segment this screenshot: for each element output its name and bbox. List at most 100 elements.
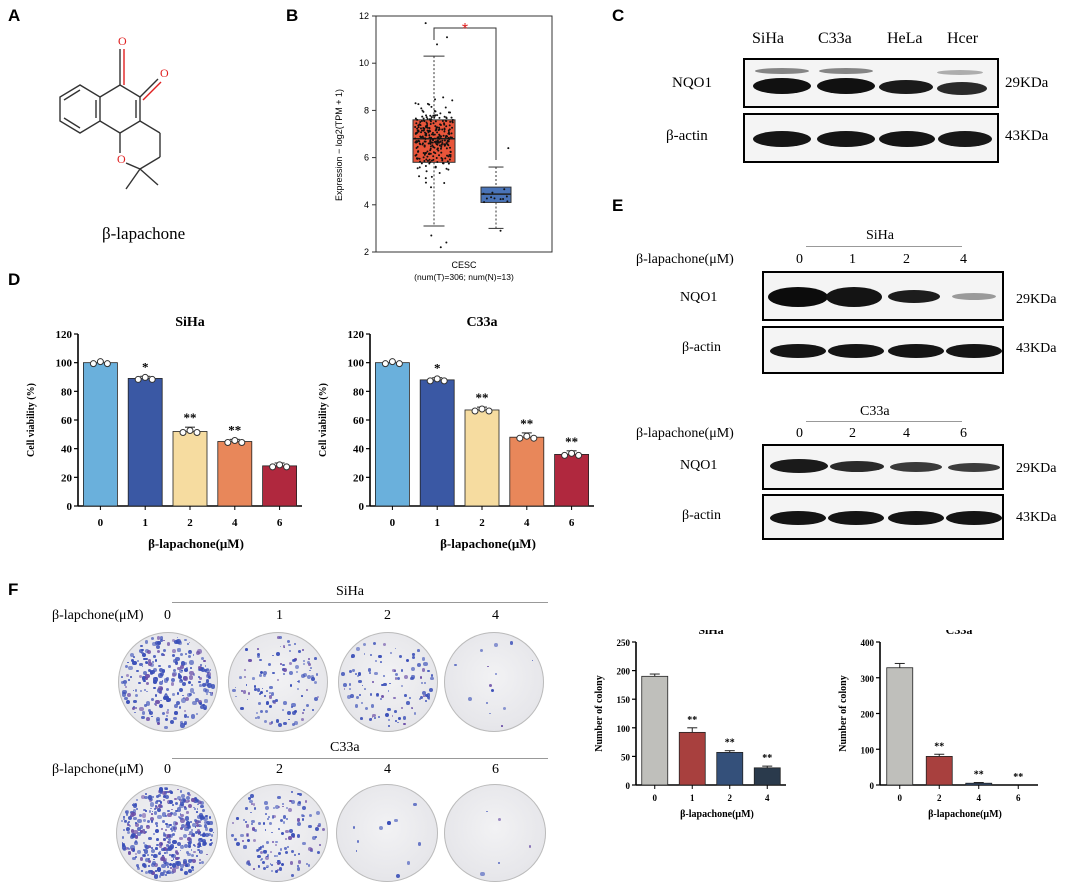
data-point — [449, 146, 452, 149]
data-point — [441, 120, 444, 123]
colony-spot — [125, 674, 130, 678]
colony-spot — [387, 689, 390, 692]
colony-spot — [427, 669, 430, 673]
colony-spot — [177, 841, 181, 846]
colony-spot — [255, 717, 258, 720]
data-point — [439, 147, 442, 150]
colony-spot — [127, 679, 130, 682]
colony-spot — [243, 845, 247, 849]
colony-spot — [167, 841, 171, 845]
colony-spot — [127, 847, 131, 850]
colony-spot — [138, 681, 141, 685]
colony-spot — [160, 827, 163, 830]
colony-spot — [403, 693, 407, 697]
colony-spot — [177, 788, 179, 791]
colony-spot — [302, 806, 306, 811]
data-point — [424, 137, 427, 140]
colony-spot — [199, 833, 203, 837]
data-point — [503, 188, 506, 191]
colony-spot — [378, 825, 383, 830]
colony-spot — [182, 861, 188, 867]
colony-spot — [136, 798, 139, 801]
colony-spot — [424, 694, 428, 697]
colony-spot — [164, 787, 168, 791]
colony-spot — [186, 841, 189, 844]
colony-spot — [185, 653, 187, 655]
colony-spot — [196, 648, 202, 654]
colony-spot — [293, 853, 296, 856]
colony-spot — [246, 834, 249, 837]
colony-spot — [177, 807, 182, 812]
colony-spot — [183, 844, 188, 849]
colony-spot — [276, 678, 279, 682]
colony-spot — [276, 651, 281, 656]
data-point — [436, 148, 439, 151]
bar-2 — [925, 756, 953, 786]
colony-spot — [257, 855, 261, 859]
data-point — [439, 123, 442, 126]
colony-spot — [169, 789, 173, 793]
colony-spot — [148, 869, 153, 875]
colony-spot — [161, 863, 166, 869]
colony-spot — [302, 841, 306, 846]
significance-star: * — [462, 21, 468, 38]
colony-spot — [255, 712, 258, 715]
colony-spot — [184, 722, 186, 725]
boxplot-x-sublabel: (num(T)=306; num(N)=13) — [414, 272, 514, 282]
colony-spot — [121, 676, 124, 679]
colony-spot — [308, 813, 312, 818]
colony-spot — [153, 873, 159, 879]
significance-mark: ** — [762, 753, 772, 764]
colony-spot — [310, 847, 314, 851]
colony-spot — [141, 870, 144, 873]
data-point — [430, 186, 433, 189]
data-point — [445, 147, 448, 150]
colony-spot — [180, 720, 184, 724]
colony-spot — [145, 793, 148, 796]
colony-spot — [276, 636, 280, 639]
colony-spot — [370, 704, 375, 708]
colony-spot — [131, 812, 137, 817]
colony-spot — [144, 858, 149, 863]
colony-spot — [287, 807, 292, 812]
colony-spot — [268, 722, 272, 726]
data-point — [445, 125, 448, 128]
colony-spot — [172, 839, 177, 845]
bar-6 — [262, 465, 298, 507]
colony-spot — [151, 810, 154, 813]
colony-spot — [253, 807, 257, 811]
data-point — [429, 161, 432, 164]
colony-spot — [176, 852, 179, 856]
colony-spot — [167, 809, 170, 813]
data-point — [415, 132, 418, 135]
colony-spot — [288, 644, 291, 647]
e1-dose-1: 1 — [849, 252, 856, 267]
colony-spot — [169, 823, 172, 826]
beta-lapachone-structure: O O O — [59, 34, 169, 190]
colony-spot — [142, 679, 146, 683]
colony-spot — [369, 693, 373, 697]
colony-spot — [163, 648, 167, 652]
colony-spot — [160, 847, 165, 852]
y-axis-label: Number of colony — [838, 675, 849, 751]
colony-spot — [171, 871, 175, 875]
colony-spot — [271, 699, 276, 704]
colony-spot — [171, 833, 175, 837]
colony-spot — [153, 853, 159, 859]
e1-blot-actin — [762, 326, 1004, 374]
colony-spot — [184, 807, 187, 810]
y-tick-label: 40 — [353, 444, 365, 456]
colony-spot — [150, 798, 153, 801]
colony-spot — [121, 681, 124, 684]
colony-spot — [151, 847, 154, 849]
colony-spot — [158, 673, 163, 678]
colony-spot — [151, 849, 156, 854]
data-point — [423, 160, 426, 163]
colony-spot — [362, 642, 367, 647]
colony-spot — [261, 857, 264, 860]
colony-spot — [283, 646, 286, 649]
x-tick-label: 1 — [434, 517, 440, 529]
x-tick-label: 6 — [1016, 793, 1021, 803]
chart-title: SiHa — [175, 315, 205, 330]
y-tick-label: 20 — [353, 472, 365, 484]
